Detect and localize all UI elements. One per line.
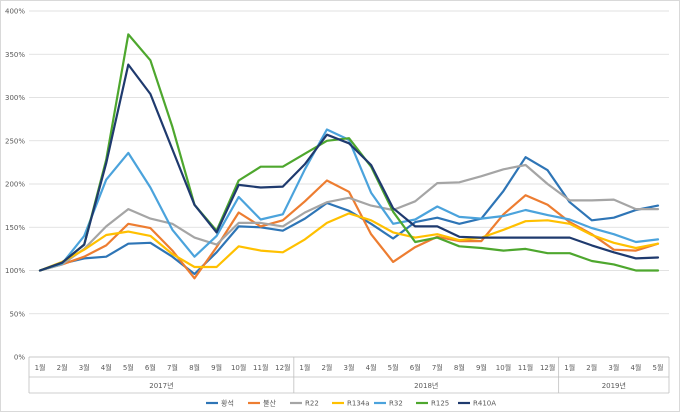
y-tick-label: 350% [5, 51, 25, 59]
series-line-R22 [38, 163, 660, 272]
series-lines [38, 33, 660, 280]
x-tick-label: 12월 [540, 363, 555, 372]
x-tick-label: 5월 [123, 363, 134, 372]
x-tick-label: 4월 [101, 363, 112, 372]
series-line-R125 [38, 33, 660, 272]
series-line-R32 [38, 128, 660, 272]
x-tick-label: 12월 [275, 363, 290, 372]
y-tick-label: 400% [5, 8, 25, 16]
y-tick-label: 0% [14, 354, 25, 362]
legend-label: 황석 [221, 399, 234, 408]
legend-label: R32 [389, 400, 403, 408]
series-line-황석 [38, 156, 660, 276]
x-tick-label: 2월 [321, 363, 332, 372]
x-tick-label: 3월 [344, 363, 355, 372]
x-tick-label: 9월 [211, 363, 222, 372]
x-tick-label: 3월 [608, 363, 619, 372]
y-tick-label: 100% [5, 267, 25, 275]
axes: 0% 50% 100% 150% 200% 250% 300% 350% 400% 1월 2월 3월 4… [5, 8, 670, 394]
x-tick-label: 6월 [410, 363, 421, 372]
x-tick-label: 2월 [57, 363, 68, 372]
legend-label: R410A [473, 400, 496, 408]
x-tick-label: 10월 [231, 363, 246, 372]
x-tick-label: 7월 [167, 363, 178, 372]
x-tick-label: 1월 [35, 363, 46, 372]
x-tick-label: 7월 [432, 363, 443, 372]
year-label: 2019년 [602, 381, 626, 390]
x-tick-label: 10월 [496, 363, 511, 372]
legend-label: 불산 [263, 399, 276, 408]
x-tick-label: 4월 [366, 363, 377, 372]
legend-label: R22 [305, 400, 319, 408]
year-label: 2018년 [414, 381, 438, 390]
y-tick-label: 150% [5, 224, 25, 232]
x-tick-label: 3월 [79, 363, 90, 372]
y-tick-label: 250% [5, 137, 25, 145]
x-tick-label: 6월 [145, 363, 156, 372]
year-label: 2017년 [149, 381, 173, 390]
x-tick-label: 9월 [476, 363, 487, 372]
x-tick-label: 8월 [454, 363, 465, 372]
x-tick-label: 1월 [564, 363, 575, 372]
legend: 황석 불산 R22 R134a R32 R125 R410A [206, 399, 496, 408]
x-tick-label: 2월 [586, 363, 597, 372]
series-line-불산 [38, 179, 660, 280]
series-line-R134a [38, 212, 660, 272]
series-line-R410A [38, 63, 660, 272]
gridlines [29, 10, 669, 358]
legend-label: R134a [347, 400, 370, 408]
x-tick-label: 11월 [518, 363, 533, 372]
x-tick-label: 11월 [253, 363, 268, 372]
x-tick-label: 4월 [630, 363, 641, 372]
x-tick-label: 5월 [388, 363, 399, 372]
legend-label: R125 [431, 400, 449, 408]
y-tick-label: 50% [9, 310, 25, 318]
y-tick-label: 300% [5, 94, 25, 102]
x-tick-label: 8월 [189, 363, 200, 372]
x-tick-label: 1월 [299, 363, 310, 372]
x-tick-label: 5월 [653, 363, 664, 372]
y-tick-label: 200% [5, 181, 25, 189]
